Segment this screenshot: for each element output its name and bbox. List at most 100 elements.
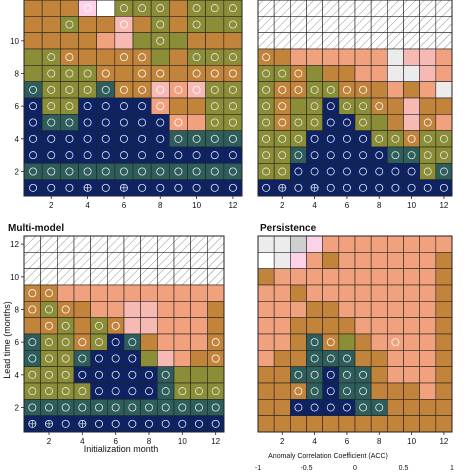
significance-marker bbox=[78, 338, 87, 347]
heatmap-cell bbox=[435, 0, 453, 17]
heatmap-cell bbox=[114, 32, 134, 50]
heatmap-cell bbox=[78, 48, 97, 66]
heatmap-cell bbox=[23, 333, 41, 351]
significance-marker bbox=[156, 167, 165, 176]
significance-marker bbox=[174, 134, 183, 143]
significance-marker bbox=[28, 338, 37, 347]
heatmap-cell bbox=[290, 333, 307, 351]
heatmap-cell bbox=[257, 301, 275, 318]
significance-marker bbox=[195, 419, 203, 428]
heatmap-cell bbox=[73, 235, 91, 253]
significance-marker bbox=[326, 151, 335, 160]
heatmap-cell bbox=[257, 366, 275, 384]
significance-marker bbox=[192, 20, 201, 29]
heatmap-cell bbox=[57, 382, 75, 400]
significance-marker bbox=[128, 403, 137, 412]
heatmap-cell bbox=[306, 317, 323, 335]
heatmap-cell bbox=[419, 146, 437, 164]
significance-marker bbox=[262, 151, 271, 160]
significance-marker bbox=[138, 4, 147, 13]
significance-marker bbox=[342, 102, 351, 111]
heatmap-cell bbox=[387, 146, 404, 164]
significance-marker bbox=[61, 419, 70, 428]
heatmap-cell bbox=[223, 0, 243, 17]
significance-marker bbox=[95, 403, 103, 412]
heatmap-cell bbox=[435, 350, 453, 367]
significance-marker bbox=[47, 118, 56, 127]
heatmap-cell bbox=[257, 146, 275, 164]
heatmap-cell bbox=[338, 268, 356, 286]
significance-marker bbox=[128, 419, 137, 428]
x-tick-label: 8 bbox=[377, 201, 382, 210]
heatmap-cell bbox=[41, 32, 61, 50]
heatmap-cell bbox=[370, 333, 388, 351]
y-tick-label: 4 bbox=[15, 371, 20, 380]
significance-marker bbox=[359, 403, 368, 412]
heatmap-cell bbox=[387, 268, 404, 286]
panel-frame bbox=[257, 235, 453, 433]
heatmap-cell bbox=[354, 268, 372, 286]
heatmap-cell bbox=[257, 399, 275, 416]
heatmap-cell bbox=[78, 81, 97, 99]
heatmap-cell bbox=[322, 415, 340, 433]
heatmap-cell bbox=[435, 81, 453, 99]
significance-marker bbox=[439, 151, 448, 160]
heatmap-cell bbox=[419, 130, 437, 148]
significance-marker bbox=[342, 403, 351, 412]
heatmap-cell bbox=[419, 350, 437, 367]
heatmap-cell bbox=[419, 97, 437, 115]
heatmap-cell bbox=[57, 317, 75, 335]
heatmap-cell bbox=[173, 301, 191, 318]
heatmap-cell bbox=[132, 0, 152, 17]
heatmap-cell bbox=[60, 163, 79, 180]
heatmap-cell bbox=[306, 399, 323, 416]
heatmap-cell bbox=[150, 97, 170, 115]
significance-marker bbox=[95, 321, 103, 330]
heatmap-cell bbox=[419, 252, 437, 269]
significance-marker bbox=[101, 118, 110, 127]
significance-marker bbox=[262, 85, 271, 94]
colorbar-tick-label: 0.5 bbox=[399, 465, 409, 472]
heatmap-cell bbox=[73, 252, 91, 269]
heatmap-cell bbox=[150, 146, 170, 164]
heatmap-cell bbox=[273, 301, 291, 318]
heatmap-cell bbox=[150, 130, 170, 148]
significance-marker bbox=[174, 118, 183, 127]
significance-marker bbox=[407, 151, 416, 160]
heatmap-cell bbox=[23, 114, 43, 131]
heatmap-cell bbox=[207, 268, 225, 286]
heatmap-cell bbox=[140, 284, 158, 302]
heatmap-cell bbox=[90, 366, 108, 384]
heatmap-cell bbox=[173, 350, 191, 367]
heatmap-cell bbox=[150, 81, 170, 99]
heatmap-cell bbox=[190, 415, 208, 433]
significance-marker bbox=[47, 151, 56, 160]
heatmap-panel-2: 2 4 6 8 10 12 bbox=[257, 0, 453, 210]
heatmap-cell bbox=[273, 382, 291, 400]
heatmap-cell bbox=[387, 48, 404, 66]
heatmap-cell bbox=[322, 268, 340, 286]
heatmap-cell bbox=[257, 163, 275, 180]
heatmap-cell bbox=[41, 97, 61, 115]
heatmap-panel-1: 2 4 6 8 10 12 2 4 6 8 10 bbox=[10, 0, 243, 210]
heatmap-cell bbox=[132, 146, 152, 164]
significance-marker bbox=[111, 403, 120, 412]
significance-marker bbox=[192, 69, 201, 78]
heatmap-cell bbox=[273, 81, 291, 99]
significance-marker bbox=[228, 167, 237, 176]
significance-marker bbox=[65, 151, 74, 160]
heatmap-cell bbox=[419, 301, 437, 318]
heatmap-cell bbox=[169, 114, 188, 131]
heatmap-cell bbox=[403, 333, 420, 351]
heatmap-cell bbox=[41, 114, 61, 131]
heatmap-cell bbox=[322, 366, 340, 384]
heatmap-cell bbox=[306, 146, 323, 164]
significance-marker bbox=[192, 183, 201, 192]
heatmap-cell bbox=[273, 163, 291, 180]
heatmap-cell bbox=[57, 284, 75, 302]
heatmap-cell bbox=[257, 0, 275, 17]
heatmap-cell bbox=[190, 333, 208, 351]
heatmap-cell bbox=[96, 114, 116, 131]
significance-marker bbox=[119, 167, 128, 176]
heatmap-cell bbox=[90, 415, 108, 433]
